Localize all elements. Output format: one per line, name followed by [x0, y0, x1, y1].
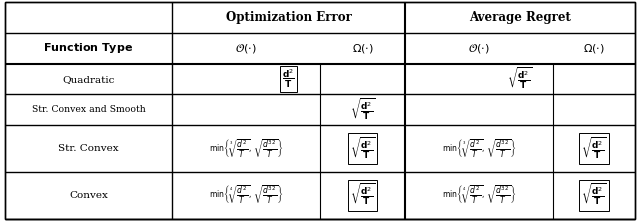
Text: $\Omega(\cdot)$: $\Omega(\cdot)$ [351, 42, 373, 55]
Text: $\sqrt{\dfrac{\mathbf{d}^2}{\mathbf{T}}}$: $\sqrt{\dfrac{\mathbf{d}^2}{\mathbf{T}}}… [350, 97, 375, 123]
Text: $\min\left\{\sqrt[4]{\dfrac{d^2}{T}},\,\sqrt{\dfrac{d^{32}}{T}}\right\}$: $\min\left\{\sqrt[4]{\dfrac{d^2}{T}},\,\… [209, 184, 284, 206]
Text: Str. Convex: Str. Convex [58, 144, 119, 153]
Text: Quadratic: Quadratic [62, 75, 115, 84]
Text: $\mathcal{O}(\cdot)$: $\mathcal{O}(\cdot)$ [468, 42, 490, 55]
Text: $\Omega(\cdot)$: $\Omega(\cdot)$ [583, 42, 605, 55]
Text: $\sqrt{\dfrac{\mathbf{d}^2}{\mathbf{T}}}$: $\sqrt{\dfrac{\mathbf{d}^2}{\mathbf{T}}}… [581, 182, 607, 208]
Text: $\min\left\{\sqrt[3]{\dfrac{d^2}{T}},\,\sqrt{\dfrac{d^{32}}{T}}\right\}$: $\min\left\{\sqrt[3]{\dfrac{d^2}{T}},\,\… [442, 137, 516, 160]
Text: $\mathcal{O}(\cdot)$: $\mathcal{O}(\cdot)$ [236, 42, 257, 55]
Text: $\sqrt{\dfrac{\mathbf{d}^2}{\mathbf{T}}}$: $\sqrt{\dfrac{\mathbf{d}^2}{\mathbf{T}}}… [350, 182, 375, 208]
Text: $\min\left\{\sqrt[3]{\dfrac{d^2}{T}},\,\sqrt{\dfrac{d^{32}}{T}}\right\}$: $\min\left\{\sqrt[3]{\dfrac{d^2}{T}},\,\… [209, 137, 284, 160]
Text: $\sqrt{\dfrac{\mathbf{d}^2}{\mathbf{T}}}$: $\sqrt{\dfrac{\mathbf{d}^2}{\mathbf{T}}}… [581, 136, 607, 162]
Text: $\mathbf{Function\ Type}$: $\mathbf{Function\ Type}$ [44, 41, 134, 55]
Text: $\min\left\{\sqrt[4]{\dfrac{d^2}{T}},\,\sqrt{\dfrac{d^{32}}{T}}\right\}$: $\min\left\{\sqrt[4]{\dfrac{d^2}{T}},\,\… [442, 184, 516, 206]
Text: $\dfrac{\mathbf{d}^2}{\mathbf{T}}$: $\dfrac{\mathbf{d}^2}{\mathbf{T}}$ [282, 68, 295, 90]
Text: Convex: Convex [69, 191, 108, 200]
Text: Str. Convex and Smooth: Str. Convex and Smooth [32, 105, 145, 114]
Text: $\sqrt{\dfrac{\mathbf{d}^2}{\mathbf{T}}}$: $\sqrt{\dfrac{\mathbf{d}^2}{\mathbf{T}}}… [508, 66, 532, 92]
Text: Optimization Error: Optimization Error [225, 11, 351, 24]
Text: Average Regret: Average Regret [469, 11, 571, 24]
Text: $\sqrt{\dfrac{\mathbf{d}^2}{\mathbf{T}}}$: $\sqrt{\dfrac{\mathbf{d}^2}{\mathbf{T}}}… [350, 136, 375, 162]
